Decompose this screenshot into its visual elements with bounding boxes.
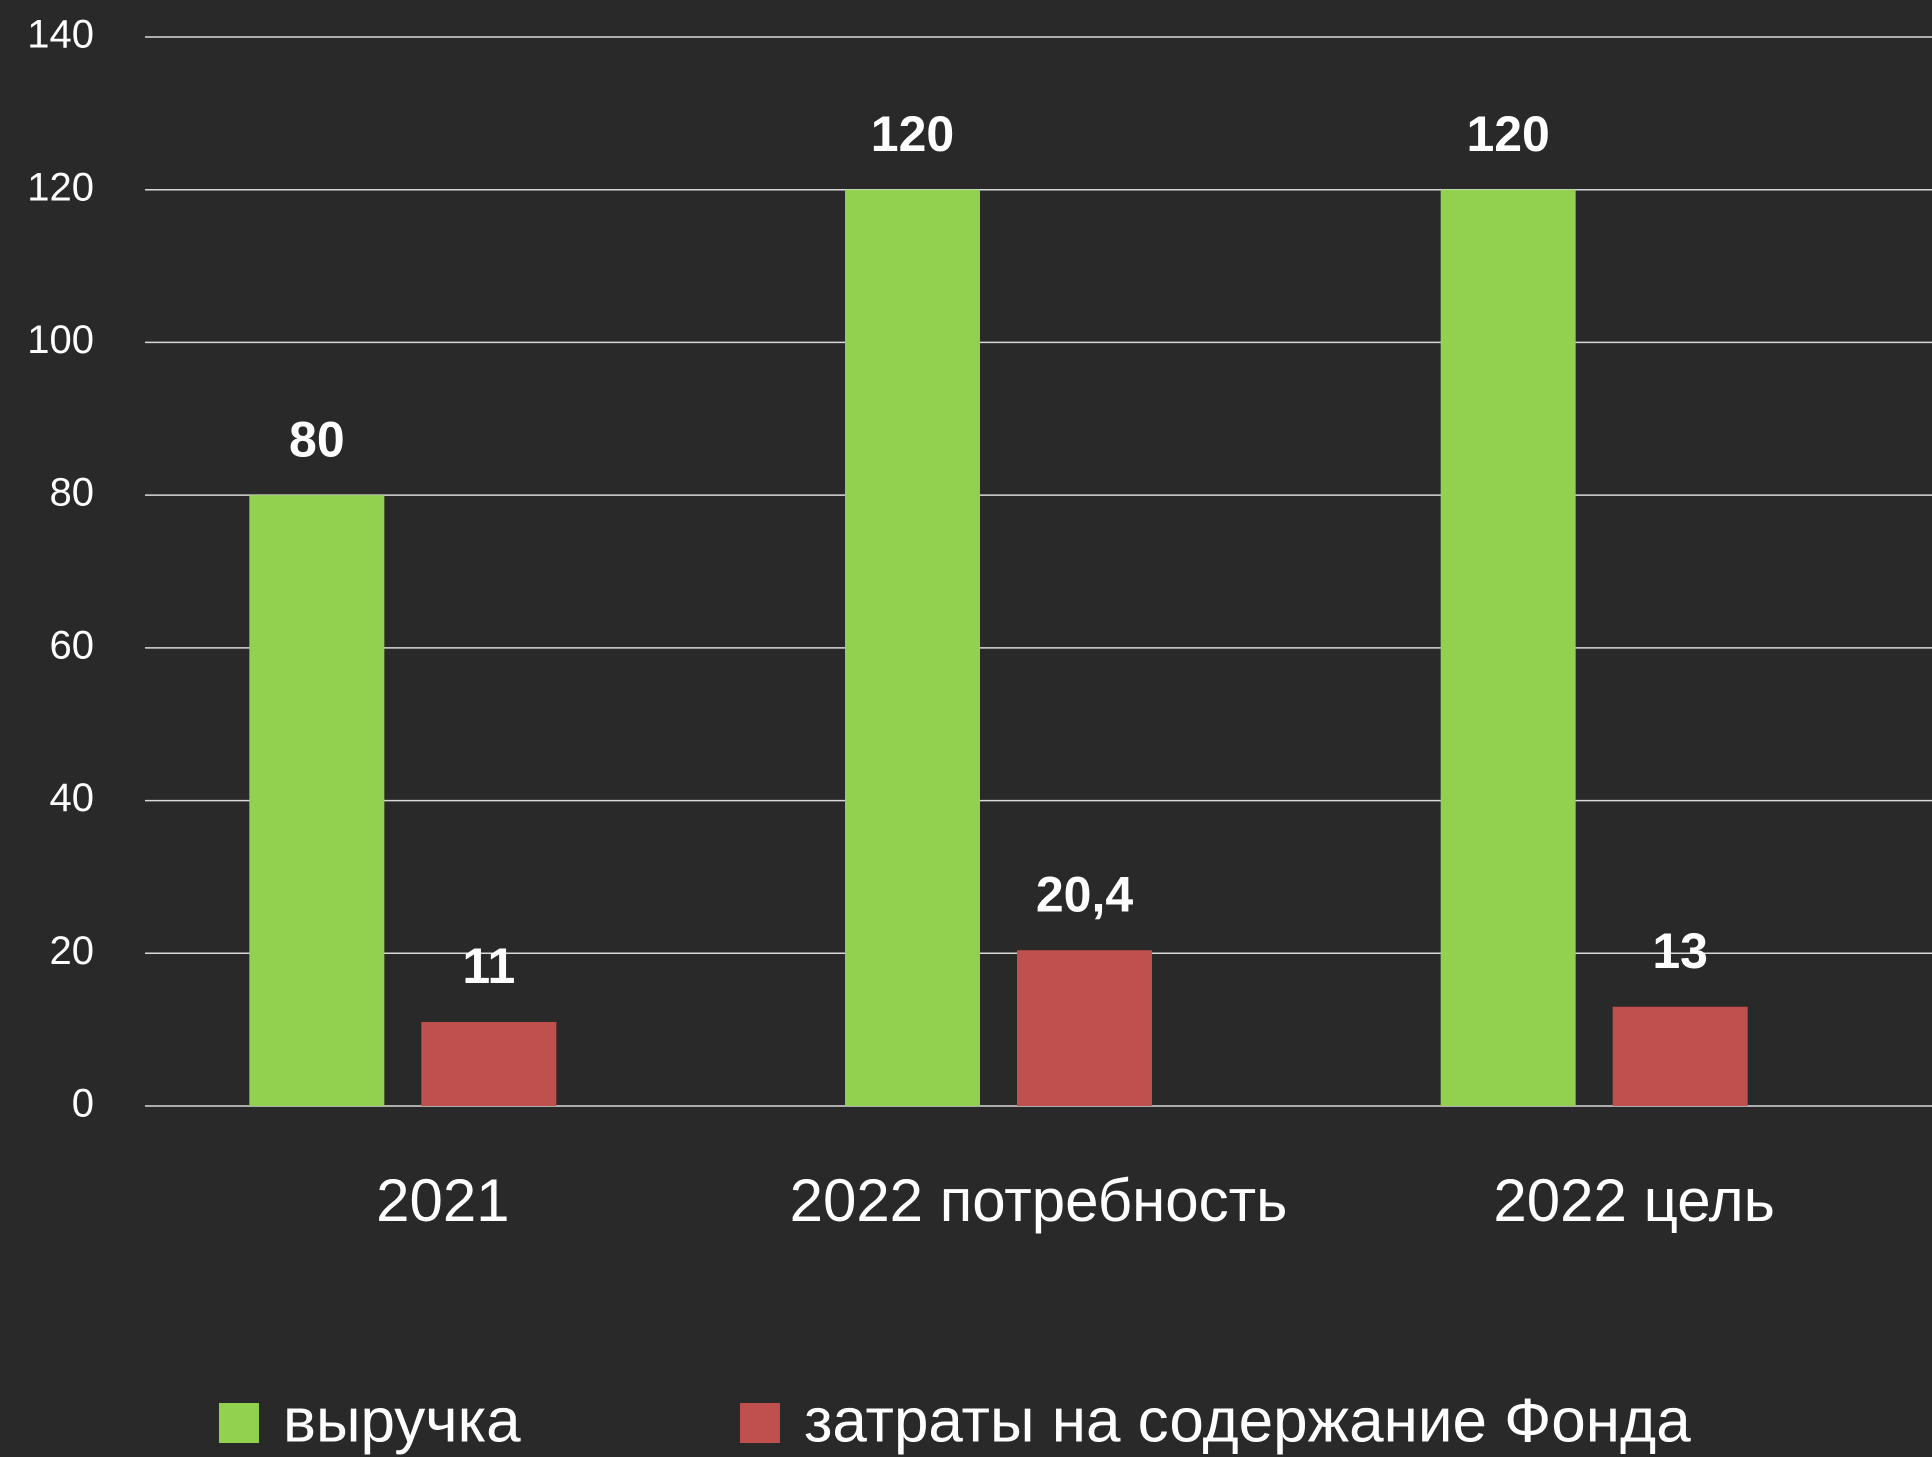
y-tick-label: 60 — [50, 623, 95, 667]
bar — [421, 1022, 557, 1106]
y-tick-label: 120 — [27, 165, 94, 209]
data-label: 80 — [289, 411, 345, 467]
bar — [249, 495, 385, 1107]
y-tick-label: 80 — [50, 471, 95, 515]
x-tick-label: 2021 — [376, 1167, 509, 1234]
legend-label: затраты на содержание Фонда — [804, 1386, 1691, 1455]
data-label: 120 — [871, 106, 954, 162]
data-label: 20,4 — [1036, 866, 1134, 922]
x-tick-label: 2022 цель — [1493, 1167, 1774, 1234]
bar — [845, 189, 980, 1106]
y-tick-label: 40 — [50, 776, 95, 820]
legend-swatch — [740, 1403, 780, 1443]
y-tick-label: 100 — [27, 318, 94, 362]
x-tick-label: 2022 потребность — [790, 1167, 1288, 1234]
data-label: 11 — [462, 938, 515, 994]
legend-swatch — [219, 1403, 259, 1443]
bar — [1440, 189, 1576, 1106]
y-tick-label: 140 — [27, 13, 94, 57]
bar — [1017, 950, 1152, 1106]
data-label: 120 — [1466, 106, 1549, 162]
y-tick-label: 0 — [72, 1082, 94, 1126]
legend-label: выручка — [283, 1386, 521, 1455]
y-tick-label: 20 — [50, 929, 95, 973]
data-label: 13 — [1652, 923, 1708, 979]
bar — [1612, 1006, 1748, 1106]
